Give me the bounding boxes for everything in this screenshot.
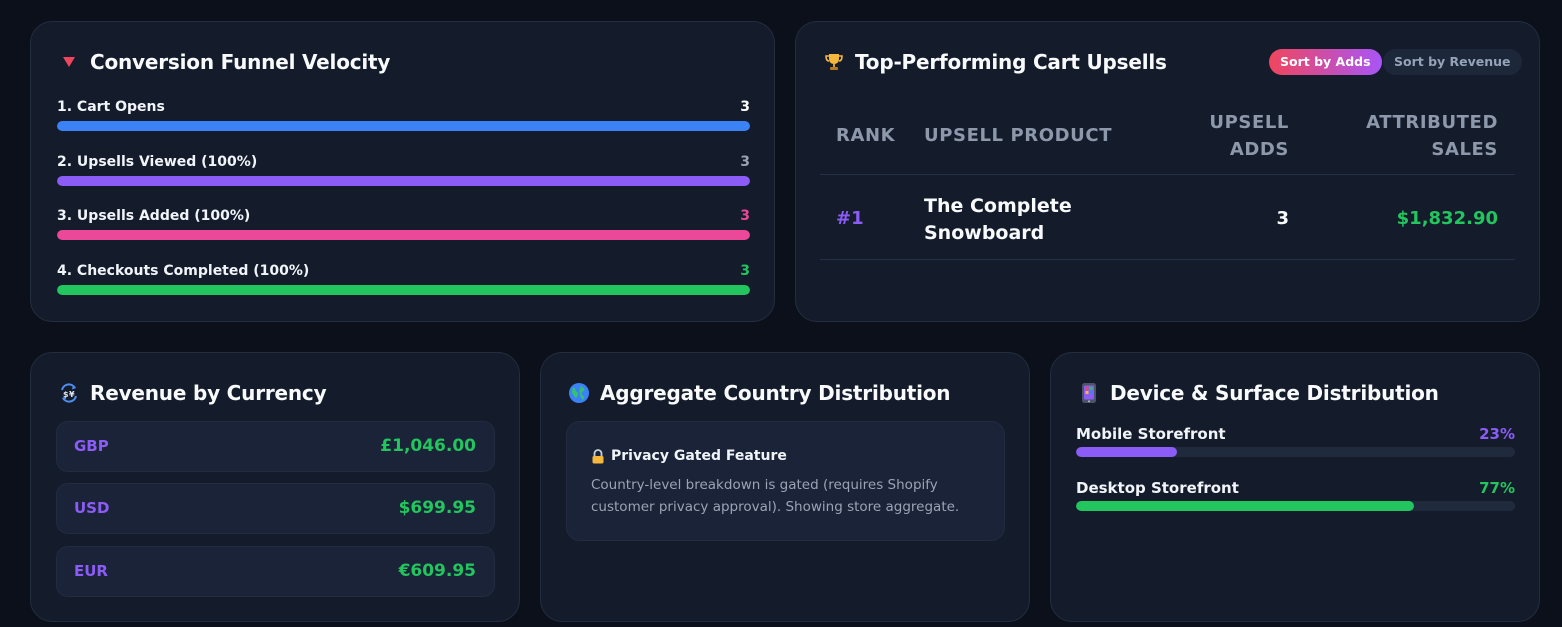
- funnel-title: Conversion Funnel Velocity: [58, 50, 390, 74]
- device-value: 77%: [1479, 479, 1515, 497]
- device-title-text: Device & Surface Distribution: [1110, 381, 1439, 405]
- funnel-step-track: [57, 121, 750, 131]
- funnel-step-value: 3: [740, 263, 750, 279]
- currency-code: USD: [74, 499, 110, 517]
- row-product: The Complete Snowboard: [924, 193, 1072, 247]
- column-header-rank: RANK: [836, 125, 896, 146]
- funnel-step-fill: [57, 121, 750, 131]
- column-header-sales-line1: ATTRIBUTED: [1366, 112, 1498, 133]
- funnel-step-fill: [57, 285, 750, 295]
- upsells-title-text: Top-Performing Cart Upsells: [855, 50, 1167, 74]
- funnel-step-label: 4. Checkouts Completed (100%): [57, 263, 310, 279]
- trophy-icon: [823, 51, 845, 73]
- funnel-card: Conversion Funnel Velocity 1. Cart Opens…: [30, 21, 775, 322]
- column-header-sales-line2: SALES: [1431, 139, 1498, 160]
- currency-row: GBP £1,046.00: [56, 421, 495, 472]
- device-title: Device & Surface Distribution: [1078, 381, 1439, 405]
- sort-by-adds-button[interactable]: Sort by Adds: [1269, 49, 1382, 75]
- row-product-line1: The Complete: [924, 195, 1072, 217]
- country-title-text: Aggregate Country Distribution: [600, 381, 951, 405]
- svg-text:¥: ¥: [69, 390, 75, 399]
- triangle-down-icon: [58, 51, 80, 73]
- funnel-step-fill: [57, 230, 750, 240]
- funnel-step-track: [57, 285, 750, 295]
- funnel-title-text: Conversion Funnel Velocity: [90, 50, 391, 74]
- currency-code: EUR: [74, 562, 108, 580]
- column-header-sales: ATTRIBUTED SALES: [1366, 109, 1498, 163]
- funnel-step-fill: [57, 176, 750, 186]
- device-track: [1076, 447, 1515, 457]
- mobile-phone-icon: [1078, 382, 1100, 404]
- device-card: Device & Surface Distribution Mobile Sto…: [1050, 352, 1540, 622]
- upsells-title: Top-Performing Cart Upsells: [823, 50, 1167, 74]
- country-title: Aggregate Country Distribution: [568, 381, 951, 405]
- device-value: 23%: [1479, 425, 1515, 443]
- table-header-divider: [820, 174, 1515, 175]
- row-product-line2: Snowboard: [924, 222, 1045, 244]
- currency-exchange-icon: $ ¥: [58, 382, 80, 404]
- funnel-step-label: 3. Upsells Added (100%): [57, 208, 251, 224]
- lock-icon: [591, 448, 605, 464]
- row-adds: 3: [1276, 208, 1289, 229]
- country-card: Aggregate Country Distribution Privacy G…: [540, 352, 1030, 622]
- svg-text:$: $: [63, 390, 69, 399]
- privacy-gated-title-text: Privacy Gated Feature: [611, 448, 787, 464]
- funnel-step-track: [57, 176, 750, 186]
- device-label: Mobile Storefront: [1076, 425, 1226, 443]
- funnel-step-label: 1. Cart Opens: [57, 99, 165, 115]
- privacy-gated-title: Privacy Gated Feature: [591, 448, 787, 464]
- currency-card: $ ¥ Revenue by Currency GBP £1,046.00 US…: [30, 352, 520, 622]
- funnel-step-track: [57, 230, 750, 240]
- funnel-step-value: 3: [740, 99, 750, 115]
- privacy-gated-panel: Privacy Gated Feature Country-level brea…: [566, 421, 1005, 541]
- funnel-step-value: 3: [740, 208, 750, 224]
- globe-icon: [568, 382, 590, 404]
- column-header-product: UPSELL PRODUCT: [924, 125, 1113, 146]
- device-label: Desktop Storefront: [1076, 479, 1239, 497]
- sort-by-revenue-button[interactable]: Sort by Revenue: [1383, 49, 1522, 75]
- funnel-step-value: 3: [740, 154, 750, 170]
- upsells-card: Top-Performing Cart Upsells Sort by Adds…: [795, 21, 1540, 322]
- currency-title: $ ¥ Revenue by Currency: [58, 381, 327, 405]
- column-header-adds: UPSELL ADDS: [1209, 109, 1289, 163]
- device-fill: [1076, 447, 1177, 457]
- column-header-adds-line1: UPSELL: [1209, 112, 1289, 133]
- column-header-adds-line2: ADDS: [1229, 139, 1289, 160]
- currency-amount: £1,046.00: [380, 436, 476, 456]
- row-rank: #1: [836, 208, 864, 229]
- device-track: [1076, 501, 1515, 511]
- row-sales: $1,832.90: [1396, 208, 1498, 229]
- currency-code: GBP: [74, 437, 109, 455]
- funnel-step-label: 2. Upsells Viewed (100%): [57, 154, 258, 170]
- currency-amount: $699.95: [398, 498, 476, 518]
- device-fill: [1076, 501, 1415, 511]
- privacy-gated-description: Country-level breakdown is gated (requir…: [591, 477, 960, 515]
- currency-row: EUR €609.95: [56, 546, 495, 597]
- currency-title-text: Revenue by Currency: [90, 381, 327, 405]
- table-row-divider: [820, 259, 1515, 260]
- currency-row: USD $699.95: [56, 483, 495, 534]
- currency-amount: €609.95: [398, 561, 476, 581]
